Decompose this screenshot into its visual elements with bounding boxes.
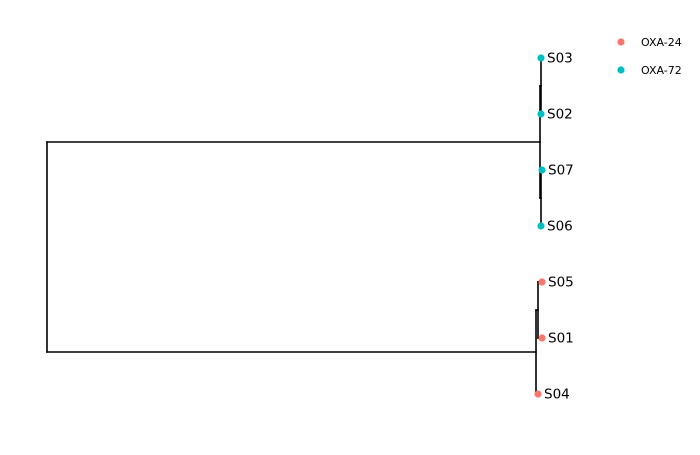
tip-point xyxy=(537,54,545,62)
legend: OXA-24 OXA-72 xyxy=(617,36,682,77)
tip-label: S06 xyxy=(547,219,573,235)
tip-label: S03 xyxy=(547,51,573,67)
tip-label: S05 xyxy=(548,275,574,291)
tip-point xyxy=(538,166,546,174)
tip-label: S07 xyxy=(548,163,574,179)
tip-point xyxy=(538,334,546,342)
tip-point xyxy=(538,278,546,286)
legend-label-oxa-24: OXA-24 xyxy=(641,36,682,49)
tip-label: S02 xyxy=(547,107,573,123)
tip-label: S01 xyxy=(548,331,574,347)
tree-tips: S03 S02 S07 S06 S05 S01 S04 xyxy=(534,51,574,403)
tip-point xyxy=(537,110,545,118)
legend-key-oxa-24 xyxy=(617,38,625,46)
tip-point xyxy=(537,222,545,230)
tip-label: S04 xyxy=(544,387,570,403)
legend-label-oxa-72: OXA-72 xyxy=(641,64,682,77)
legend-key-oxa-72 xyxy=(617,66,625,74)
tree-branches xyxy=(46,57,543,395)
tip-point xyxy=(534,390,542,398)
